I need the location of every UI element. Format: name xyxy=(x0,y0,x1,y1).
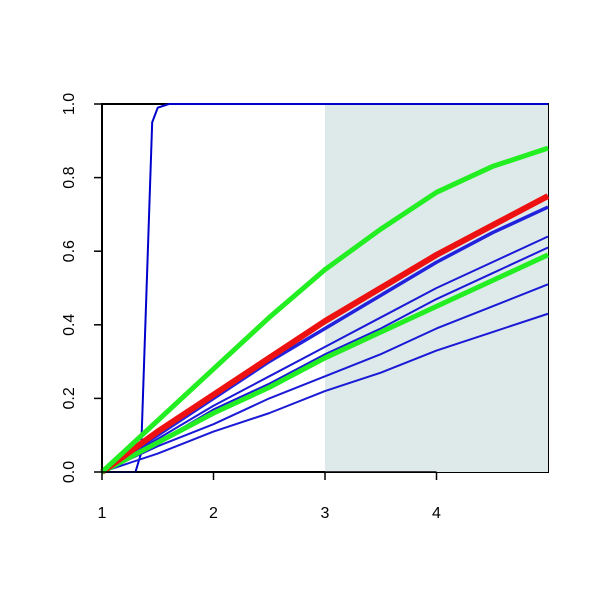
line-series xyxy=(100,145,549,474)
y-tick-label: 0.0 xyxy=(61,461,78,483)
y-tick-label: 1.0 xyxy=(61,93,78,115)
line-series xyxy=(100,252,550,475)
line-series xyxy=(101,205,549,474)
y-tick-label: 0.4 xyxy=(61,314,78,336)
line-series xyxy=(101,312,549,473)
x-tick-label: 1 xyxy=(98,505,107,522)
line-series xyxy=(100,193,550,475)
y-tick-label: 0.8 xyxy=(61,166,78,188)
y-tick-label: 0.2 xyxy=(61,387,78,409)
line-series xyxy=(101,235,549,473)
x-tick-label: 3 xyxy=(321,505,330,522)
x-tick-label: 2 xyxy=(209,505,218,522)
y-tick-label: 0.6 xyxy=(61,240,78,262)
line-series xyxy=(101,283,549,473)
x-tick-label: 4 xyxy=(432,505,441,522)
